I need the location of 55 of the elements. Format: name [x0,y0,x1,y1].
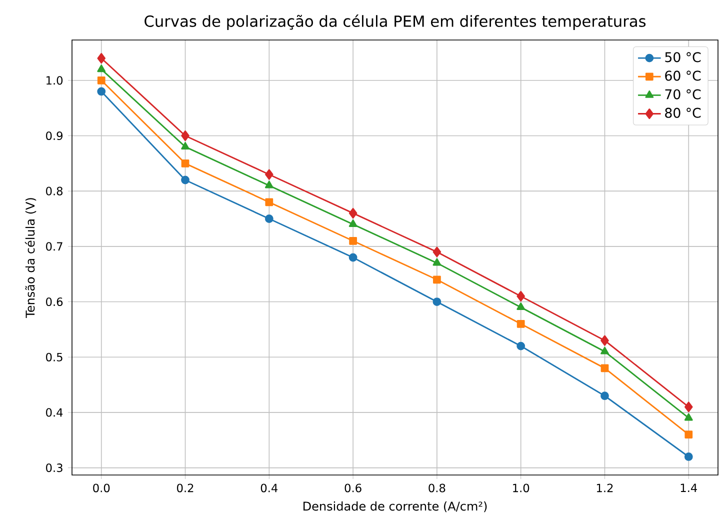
legend-label: 60 °C [665,70,701,81]
point [348,220,358,228]
point [600,335,609,346]
point [265,169,274,180]
x-tick-label: 1.4 [680,484,697,492]
y-tick-label: 0.7 [46,242,62,251]
point [181,176,190,184]
x-tick-label: 0.4 [260,484,278,492]
point [684,452,693,461]
point [348,253,358,262]
point [432,298,442,306]
point [684,430,693,439]
point [684,402,693,412]
x-tick-label: 0.0 [93,484,110,492]
point [349,236,357,245]
point [516,302,526,310]
x-tick-label: 0.6 [344,484,362,492]
y-tick-label: 0.6 [46,297,63,306]
point [516,320,525,328]
y-tick-label: 0.8 [46,186,63,196]
point [181,142,190,150]
x-tick-label: 1.2 [596,484,613,492]
y-tick-label: 0.9 [46,131,62,140]
y-tick-label: 0.4 [46,408,63,417]
point [348,208,358,218]
point [516,342,526,350]
x-axis-title: Densidade de corrente (A/cm²) [304,501,487,512]
y-tick-label: 1.0 [46,76,63,85]
point [181,130,190,142]
y-tick-label: 0.3 [46,464,62,472]
point [264,180,274,188]
chart-title: Curvas de polarização da célula PEM em diferentes temperaturas [144,14,646,30]
point [97,64,106,72]
point [97,76,106,84]
point [432,258,442,266]
legend-label: 70 °C [665,89,701,100]
x-tick-label: 0.8 [428,484,446,492]
point [97,52,106,64]
x-tick-label: 1.0 [513,484,530,492]
y-tick-label: 0.5 [46,352,62,362]
point [600,346,609,354]
point [265,198,274,206]
x-tick-label: 0.2 [177,484,194,492]
point [516,290,525,302]
legend-label: 80 °C [665,108,701,118]
point [600,392,609,400]
point [181,159,190,168]
point [264,214,274,223]
point [97,87,106,96]
point [433,276,441,284]
y-axis-title: Tensão da célula (V) [24,198,36,318]
point [684,413,693,421]
legend-label: 50 °C [665,52,701,62]
point [432,246,442,258]
point [600,364,609,372]
